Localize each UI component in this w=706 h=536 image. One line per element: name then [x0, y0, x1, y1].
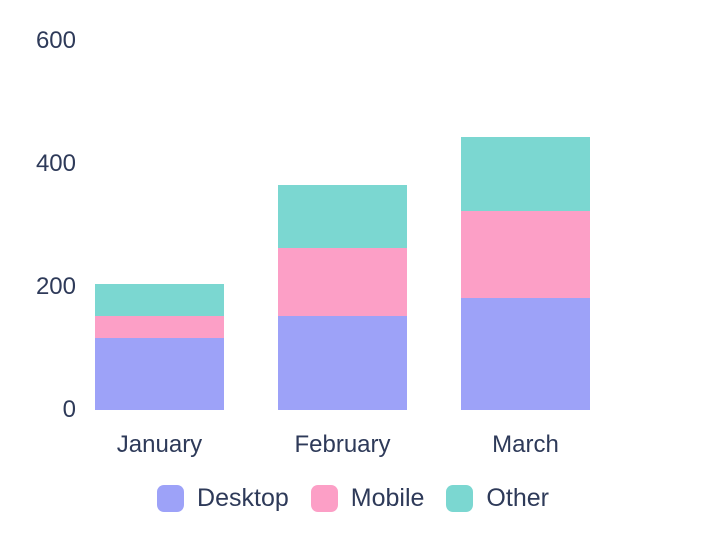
y-tick-label-200: 200	[35, 272, 76, 300]
legend-label-desktop: Desktop	[197, 484, 289, 512]
legend-swatch-mobile	[310, 484, 338, 512]
bar-segment-march-desktop[interactable]	[461, 297, 590, 410]
legend-swatch-desktop	[157, 484, 185, 512]
bar-segment-january-desktop[interactable]	[95, 338, 224, 410]
legend: Desktop Mobile Other	[0, 483, 706, 513]
x-axis-label-january: January	[116, 431, 203, 458]
legend-item-desktop[interactable]: Desktop	[157, 483, 289, 513]
legend-swatch-other	[446, 484, 474, 512]
bar-segment-march-other[interactable]	[461, 136, 590, 211]
bar-segment-february-other[interactable]	[278, 185, 407, 248]
bar-segment-march-mobile[interactable]	[461, 210, 590, 298]
legend-item-mobile[interactable]: Mobile	[310, 483, 425, 513]
x-axis-label-february: February	[294, 431, 391, 458]
bar-segment-february-mobile[interactable]	[278, 247, 407, 317]
bar-segment-february-desktop[interactable]	[278, 316, 407, 410]
legend-label-mobile: Mobile	[350, 484, 425, 512]
x-axis-label-march: March	[492, 431, 559, 458]
bar-segment-january-mobile[interactable]	[95, 315, 224, 339]
y-tick-label-600: 600	[35, 27, 76, 54]
bar-segment-january-other[interactable]	[95, 283, 224, 316]
legend-label-other: Other	[486, 484, 549, 512]
y-tick-label-0: 0	[62, 395, 76, 423]
legend-item-other[interactable]: Other	[446, 483, 549, 513]
y-tick-label-400: 400	[35, 149, 76, 177]
